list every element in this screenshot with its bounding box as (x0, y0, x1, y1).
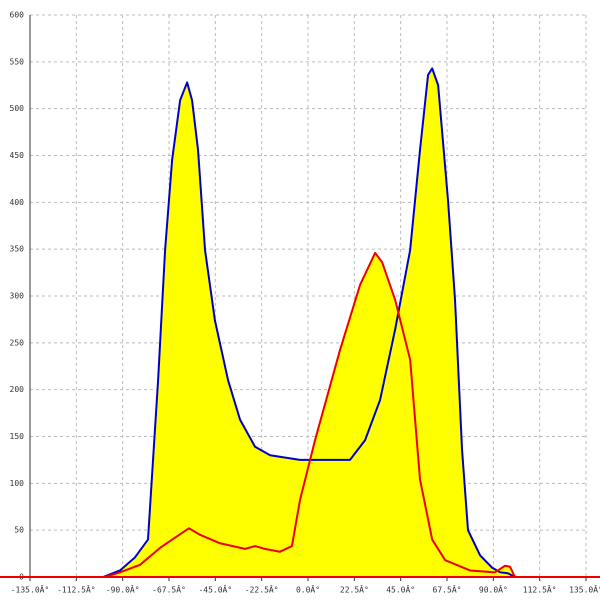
x-tick-label: -90.0Â° (106, 584, 140, 595)
y-tick-label: 600 (10, 11, 25, 20)
x-tick-label: 90.0Â° (479, 584, 508, 595)
x-tick-label: 22.5Â° (340, 584, 369, 595)
y-tick-label: 50 (14, 526, 24, 535)
x-tick-label: 45.0Â° (386, 584, 415, 595)
y-tick-label: 500 (10, 104, 25, 113)
y-tick-label: 450 (10, 151, 25, 160)
y-tick-label: 150 (10, 432, 25, 441)
series-line (102, 67, 516, 578)
y-tick-label: 200 (10, 385, 25, 394)
x-tick-label: 0.0Â° (296, 584, 320, 595)
x-tick-label: -112.5Â° (57, 584, 96, 595)
y-tick-label: 350 (10, 245, 25, 254)
x-tick-label: 135.0Â° (569, 584, 600, 595)
x-tick-label: -45.0Â° (198, 584, 232, 595)
series-line (104, 251, 516, 578)
x-tick-label: 67.5Â° (433, 584, 462, 595)
y-tick-label: 100 (10, 479, 25, 488)
x-tick-label: -22.5Â° (245, 584, 279, 595)
x-tick-label: 112.5Â° (523, 584, 557, 595)
x-tick-label: -135.0Â° (11, 584, 50, 595)
x-tick-label: -67.5Â° (152, 584, 186, 595)
y-tick-label: 300 (10, 292, 25, 301)
y-tick-label: 400 (10, 198, 25, 207)
area-fill (104, 252, 515, 577)
y-tick-label: 550 (10, 57, 25, 66)
y-tick-label: 250 (10, 338, 25, 347)
